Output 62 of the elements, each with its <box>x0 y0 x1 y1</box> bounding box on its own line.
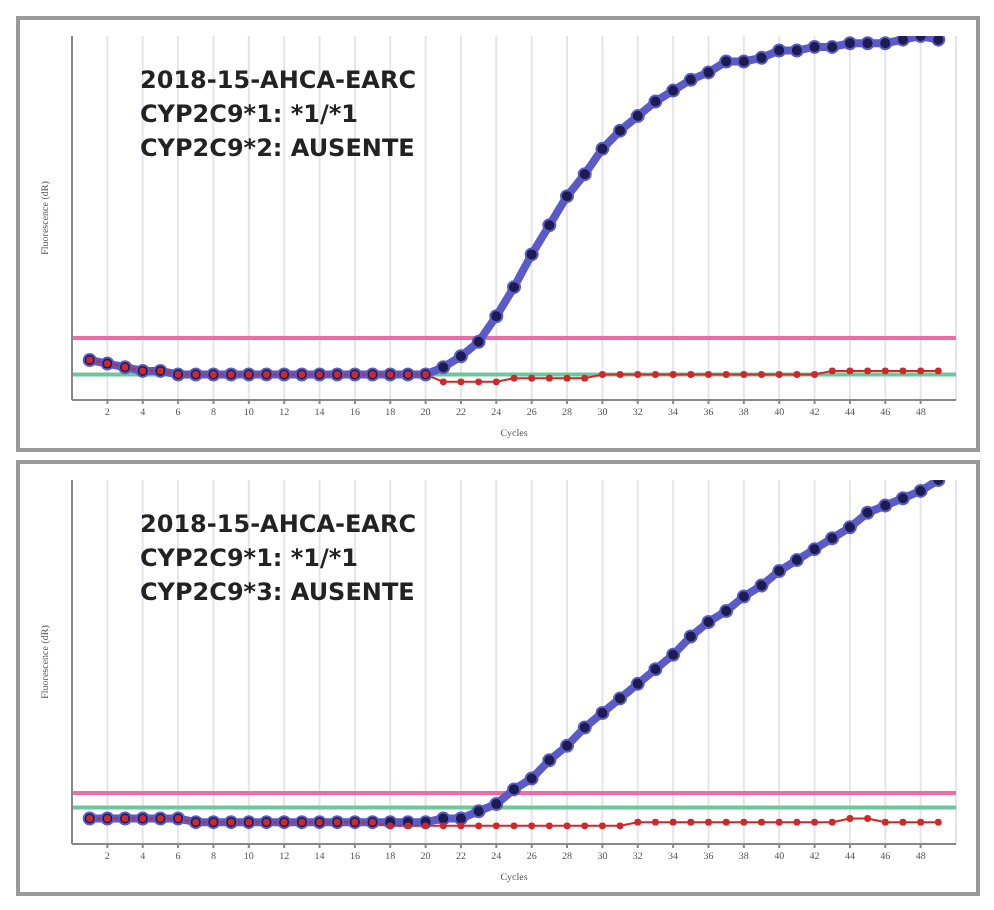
point <box>807 542 822 557</box>
point <box>542 753 557 768</box>
point <box>613 691 628 706</box>
point <box>595 705 610 720</box>
annotation: 2018-15-AHCA-EARC <box>140 508 416 542</box>
point <box>772 564 787 578</box>
point <box>577 167 592 182</box>
point <box>648 662 663 677</box>
point <box>719 54 734 69</box>
point <box>736 589 751 604</box>
point <box>507 280 521 295</box>
point <box>895 491 910 506</box>
point <box>560 189 575 204</box>
annotation: CYP2C9*2: AUSENTE <box>140 132 416 166</box>
point <box>471 334 486 349</box>
point <box>754 50 769 65</box>
annotation: CYP2C9*1: *1/*1 <box>140 542 361 576</box>
annotation: CYP2C9*3: AUSENTE <box>140 576 416 610</box>
point <box>630 676 645 691</box>
point <box>453 349 468 364</box>
point <box>895 36 910 47</box>
point <box>436 811 451 826</box>
point <box>560 738 575 753</box>
point <box>489 796 504 811</box>
point <box>789 553 804 568</box>
point <box>719 604 734 619</box>
point <box>825 39 840 54</box>
point <box>595 141 610 156</box>
annotation: 2018-15-AHCA-EARC <box>140 64 416 98</box>
point <box>842 36 857 51</box>
point <box>648 94 663 109</box>
point <box>507 782 521 797</box>
point <box>842 520 857 535</box>
point <box>754 578 769 593</box>
point <box>860 36 875 51</box>
point <box>471 804 486 819</box>
annotation: CYP2C9*1: *1/*1 <box>140 98 361 132</box>
point <box>489 309 504 324</box>
point <box>878 498 893 513</box>
point <box>613 123 628 138</box>
point <box>683 72 698 87</box>
point <box>701 65 716 80</box>
point <box>453 811 468 826</box>
point <box>736 54 751 69</box>
point <box>701 614 716 629</box>
point <box>683 629 698 644</box>
point <box>524 247 539 262</box>
point <box>436 360 451 375</box>
point <box>931 36 946 47</box>
point <box>577 720 592 735</box>
point <box>860 505 875 520</box>
point <box>807 39 822 54</box>
point <box>772 43 787 58</box>
point <box>666 83 681 98</box>
point <box>524 771 539 786</box>
point <box>666 647 681 662</box>
point <box>542 218 557 233</box>
point <box>913 483 928 498</box>
point <box>630 109 645 124</box>
point <box>878 36 893 51</box>
point <box>789 43 804 58</box>
point <box>825 531 840 546</box>
